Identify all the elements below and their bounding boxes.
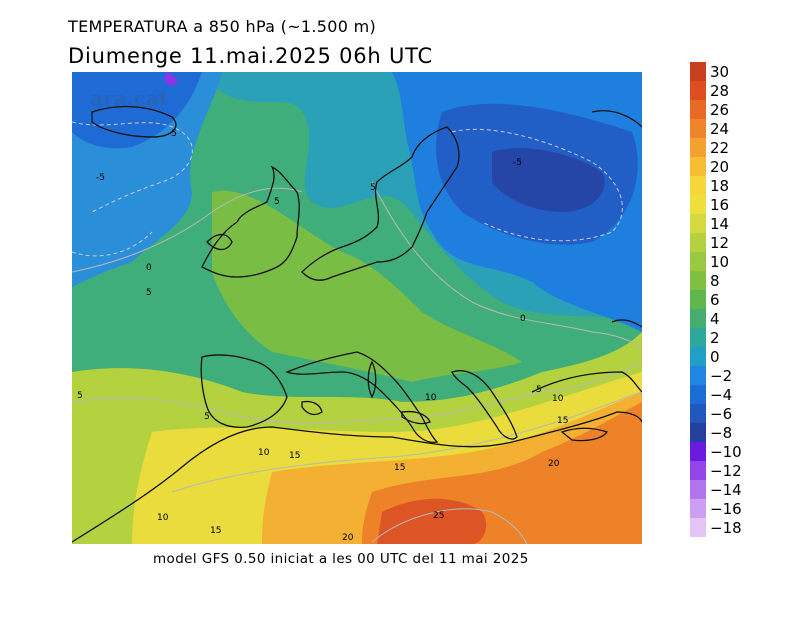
watermark-text: ara.cat [90,86,168,110]
legend-swatch [690,404,706,423]
coastlines [72,105,642,543]
legend-label: 18 [710,177,729,195]
legend-label: −2 [710,367,732,385]
contour-labels: -5 -5 -5 5 5 0 5 5 5 -5 0 5 10 10 15 10 … [77,129,568,543]
legend-label: −18 [710,519,742,537]
contour-label: 10 [157,513,169,523]
legend-label: 12 [710,234,729,252]
legend-label: 14 [710,215,729,233]
contour-label: 5 [536,385,542,395]
contour-label: -5 [96,173,105,183]
contour-label: 15 [210,526,221,536]
legend-label: 4 [710,310,720,328]
legend-label: 2 [710,329,720,347]
contour-label: 25 [433,511,444,521]
legend-swatch [690,461,706,480]
legend-swatch [690,499,706,518]
legend-swatch [690,271,706,290]
legend-swatch [690,100,706,119]
legend-label: 16 [710,196,729,214]
legend-swatch [690,252,706,271]
contour-label: -5 [168,129,177,139]
legend-swatch [690,423,706,442]
legend-swatch [690,214,706,233]
legend-swatch [690,176,706,195]
legend-swatch [690,518,706,537]
legend-swatch [690,157,706,176]
contour-label: 5 [274,197,280,207]
legend-label: 22 [710,139,729,157]
map-title: TEMPERATURA a 850 hPa (~1.500 m) [68,17,377,36]
legend-swatch [690,347,706,366]
model-footer: model GFS 0.50 iniciat a les 00 UTC del … [153,551,529,567]
legend-swatch [690,480,706,499]
legend-label: 6 [710,291,720,309]
legend-swatch [690,81,706,100]
contour-label: 20 [548,459,560,469]
legend-label: 28 [710,82,729,100]
legend-swatch [690,233,706,252]
contour-label: 0 [520,314,526,324]
contour-label: 5 [77,391,83,401]
contour-label: 10 [258,448,270,458]
contour-label: 5 [370,183,376,193]
legend-label: 10 [710,253,729,271]
legend-swatch [690,62,706,81]
map-subtitle: Diumenge 11.mai.2025 06h UTC [68,44,434,68]
legend-swatch [690,366,706,385]
legend-label: −8 [710,424,732,442]
legend-label: 20 [710,158,729,176]
positive-isotherms [72,181,642,544]
field-mild-land [212,190,522,382]
negative-isotherms [72,121,623,257]
legend-label: −10 [710,443,742,461]
legend-label: 26 [710,101,729,119]
contour-label: 10 [425,393,437,403]
contour-label: 0 [146,263,152,273]
legend-swatch [690,328,706,347]
legend-swatch [690,290,706,309]
contour-label: 10 [552,394,564,404]
legend-swatch [690,442,706,461]
legend-swatch [690,119,706,138]
contour-label: 15 [289,451,300,461]
legend-label: −4 [710,386,732,404]
legend-label: −14 [710,481,742,499]
legend-swatch [690,138,706,157]
legend-label: 24 [710,120,729,138]
legend-label: 30 [710,63,729,81]
field-hottest [377,498,487,544]
legend-label: −6 [710,405,732,423]
legend-label: 8 [710,272,720,290]
color-legend: 302826242220181614121086420−2−4−6−8−10−1… [690,62,742,537]
field-frigid-spot [164,72,178,86]
contour-label: -5 [513,158,522,168]
contour-label: 20 [342,533,354,543]
contour-label: 5 [204,412,210,422]
field-coldest-east [492,148,605,212]
map-canvas: -5 -5 -5 5 5 0 5 5 5 -5 0 5 10 10 15 10 … [72,72,642,544]
legend-swatch [690,195,706,214]
legend-label: 0 [710,348,720,366]
legend-swatch [690,385,706,404]
contour-label: 15 [394,463,405,473]
temperature-map: -5 -5 -5 5 5 0 5 5 5 -5 0 5 10 10 15 10 … [72,72,642,544]
legend-label: −16 [710,500,742,518]
legend-swatch [690,309,706,328]
contour-label: 5 [146,288,152,298]
contour-label: 15 [557,416,568,426]
legend-label: −12 [710,462,742,480]
